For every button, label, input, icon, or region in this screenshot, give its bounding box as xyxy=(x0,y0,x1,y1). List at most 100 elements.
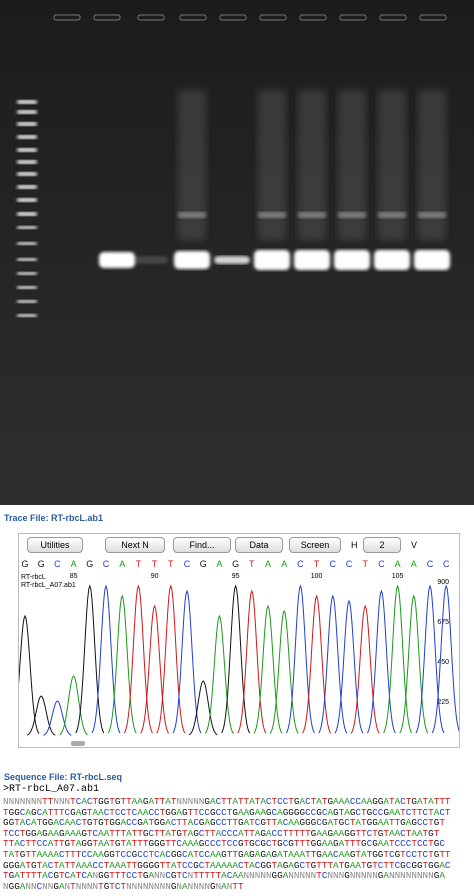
trace-peak xyxy=(204,614,234,734)
chromatogram: G G C A G C A T T T C G A G T A A C T C C T C A A C C85 90 95 100 105R… xyxy=(19,559,459,746)
faint-band xyxy=(178,212,206,218)
dna-band xyxy=(254,250,290,270)
trace-peak xyxy=(26,695,56,736)
position-number: 85 xyxy=(70,573,78,580)
sequence-line: GGTACATGGACAACTGTGTGGACCGATGGACTTACGAGCC… xyxy=(3,817,445,829)
sequence-line: TGATTTTACGTCATCANGGTTTCCTGANNCGTCNTTTTTA… xyxy=(3,870,445,882)
dna-band xyxy=(214,256,250,264)
trace-peak xyxy=(188,680,218,736)
h-label: H xyxy=(351,540,358,550)
trace-peak xyxy=(140,604,170,734)
scale-label: 675 xyxy=(437,619,449,626)
faint-band xyxy=(298,212,326,218)
ladder-band xyxy=(17,100,37,104)
trace-peak xyxy=(334,599,364,734)
base-call: A xyxy=(265,559,271,569)
ladder-band xyxy=(17,172,37,176)
trace-peak xyxy=(350,604,380,734)
trace-peak xyxy=(318,594,348,734)
toolbar-button[interactable]: Next N xyxy=(105,537,165,553)
scrollbar-thumb xyxy=(71,741,85,746)
h-select[interactable]: 2 xyxy=(363,537,401,553)
base-call: T xyxy=(362,559,368,569)
faint-band xyxy=(378,212,406,218)
base-call: T xyxy=(136,559,142,569)
dna-band xyxy=(99,252,135,268)
dna-band xyxy=(414,250,450,270)
well xyxy=(219,14,247,21)
base-call: A xyxy=(71,559,77,569)
base-call: T xyxy=(152,559,158,569)
dna-band xyxy=(132,256,168,264)
ladder-band xyxy=(17,272,37,275)
trace-peak xyxy=(415,584,445,734)
base-call: G xyxy=(86,559,93,569)
faint-band xyxy=(418,212,446,218)
ladder-band xyxy=(17,160,37,164)
sequence: NNNNNNNTTNNNTCACTGGTGTTAAGATTATNNNNNGACT… xyxy=(3,796,451,892)
ladder-band xyxy=(17,226,37,229)
toolbar-button[interactable]: Screen xyxy=(289,537,341,553)
sequence-line: GGGATGTACTATTAAACCTAAATTGGGGTTATCCGCTAAA… xyxy=(3,859,451,871)
ladder-band xyxy=(17,148,37,152)
ladder-band xyxy=(17,314,37,317)
base-call: T xyxy=(314,559,320,569)
ladder-band xyxy=(17,110,37,114)
v-label: V xyxy=(411,540,418,550)
trace-peak xyxy=(19,614,40,734)
base-call: C xyxy=(427,559,434,569)
toolbar-button[interactable]: Utilities xyxy=(27,537,83,553)
ladder-band xyxy=(17,212,37,216)
position-number: 105 xyxy=(392,573,404,580)
base-call: G xyxy=(200,559,207,569)
faint-band xyxy=(258,212,286,218)
gel-image xyxy=(0,0,474,505)
sequence-line: TGGCAGCATTTCGAGTAACTCCTCAACCTGGAGTTCCGCC… xyxy=(3,806,451,818)
sequence-header: >RT-rbcL_A07.ab1 xyxy=(3,784,100,795)
trace-peak xyxy=(59,675,88,736)
trace-name: RT-rbcL xyxy=(21,574,46,581)
toolbar-button[interactable]: Find... xyxy=(173,537,231,553)
position-number: 90 xyxy=(151,573,159,580)
trace-name: RT-rbcL_A07.ab1 xyxy=(21,582,76,589)
base-call: G xyxy=(38,559,45,569)
well xyxy=(137,14,165,21)
sequence-line: NGGANNCNNGANTNNNNTGTCTNNNNNNNNGNANNNNGNA… xyxy=(3,880,244,892)
scale-label: 225 xyxy=(437,699,449,706)
ladder-band xyxy=(17,300,37,303)
trace-peak xyxy=(75,584,105,734)
ladder-band xyxy=(17,286,37,289)
base-call: C xyxy=(378,559,385,569)
position-number: 100 xyxy=(311,573,323,580)
trace-peak xyxy=(91,584,121,734)
base-call: C xyxy=(443,559,450,569)
well xyxy=(379,14,407,21)
faint-band xyxy=(338,212,366,218)
base-call: A xyxy=(411,559,417,569)
base-call: A xyxy=(281,559,287,569)
base-call: C xyxy=(184,559,191,569)
dna-band xyxy=(334,250,370,270)
trace-peak xyxy=(237,589,267,734)
sequence-line: NNNNNNNTTNNNTCACTGGTGTTAAGATTATNNNNNGACT… xyxy=(3,796,451,807)
scale-label: 450 xyxy=(437,659,449,666)
trace-peak xyxy=(399,594,429,734)
well xyxy=(259,14,287,21)
base-call: C xyxy=(103,559,110,569)
ladder-band xyxy=(17,198,37,202)
ladder-band xyxy=(17,258,37,261)
trace-peak xyxy=(221,584,251,734)
ladder-band xyxy=(17,135,37,139)
base-call: A xyxy=(216,559,222,569)
base-call: C xyxy=(330,559,337,569)
trace-peak xyxy=(285,584,315,734)
well xyxy=(419,14,447,21)
well xyxy=(299,14,327,21)
dna-band xyxy=(374,250,410,270)
trace-file-label: Trace File: RT-rbcL.ab1 xyxy=(4,513,104,523)
position-number: 95 xyxy=(232,573,240,580)
trace-peak xyxy=(383,584,413,734)
toolbar-button[interactable]: Data xyxy=(235,537,283,553)
trace-peak xyxy=(156,584,186,734)
